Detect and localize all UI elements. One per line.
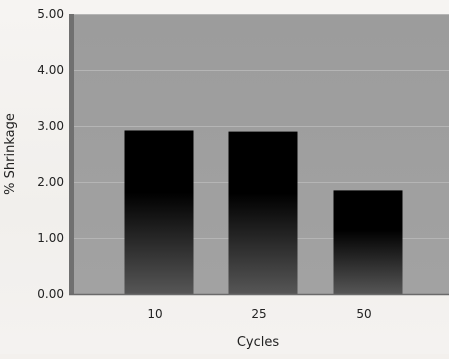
axes	[69, 14, 449, 296]
y-axis-line	[69, 14, 74, 295]
x-tick-label: 50	[356, 307, 371, 321]
y-tick-label: 3.00	[37, 119, 64, 133]
x-tick-label: 25	[251, 307, 266, 321]
bar-10	[124, 130, 194, 294]
bar-50	[333, 190, 403, 294]
y-tick-label: 1.00	[37, 231, 64, 245]
y-tick-label: 0.00	[37, 287, 64, 301]
y-tick-label: 4.00	[37, 63, 64, 77]
y-axis-title: % Shrinkage	[3, 113, 18, 195]
x-axis-title: Cycles	[237, 335, 280, 350]
x-tick-label: 10	[147, 307, 162, 321]
y-tick-label: 2.00	[37, 175, 64, 189]
bars	[124, 130, 403, 294]
y-tick-label: 5.00	[37, 7, 64, 21]
x-tick-labels: 10 25 50	[147, 307, 371, 321]
bar-25	[228, 131, 298, 294]
y-tick-labels: 0.00 1.00 2.00 3.00 4.00 5.00	[37, 7, 64, 301]
